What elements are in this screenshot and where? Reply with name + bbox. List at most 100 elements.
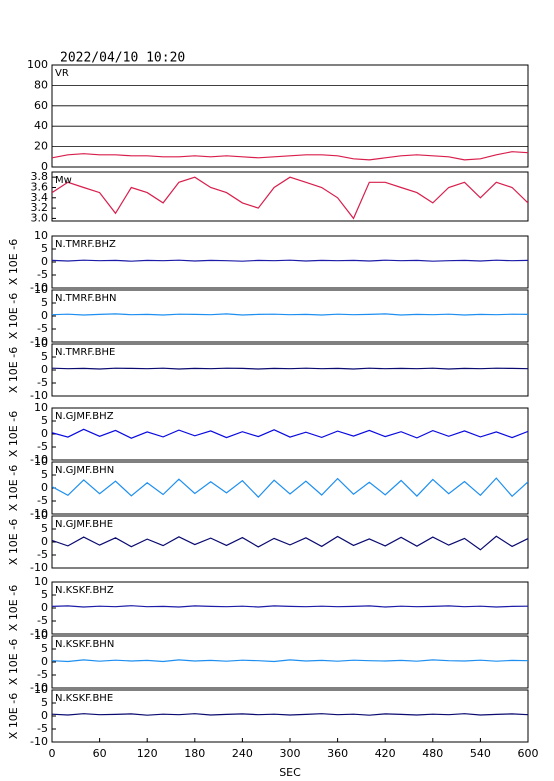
y-tick-label: 0 — [41, 535, 48, 548]
x-tick-label: 600 — [518, 747, 539, 760]
x-tick-label: 60 — [93, 747, 107, 760]
y-tick-label: 0 — [41, 481, 48, 494]
y-tick-label: 10 — [34, 229, 48, 242]
panel-label: N.TMRF.BHZ — [55, 239, 116, 250]
x-tick-label: 300 — [280, 747, 301, 760]
y-tick-label: 40 — [34, 119, 48, 132]
trace — [52, 713, 528, 716]
panel-frame — [51, 64, 529, 168]
y-tick-label: 0 — [41, 427, 48, 440]
y-tick-label: -10 — [30, 627, 48, 640]
y-axis-label: X 10E -6 — [7, 693, 20, 739]
y-tick-label: 10 — [34, 575, 48, 588]
x-tick-label: 180 — [184, 747, 205, 760]
panel-label: N.KSKF.BHN — [55, 639, 114, 650]
y-tick-label: 5 — [41, 242, 48, 255]
y-axis-label: X 10E -6 — [7, 519, 20, 565]
y-tick-label: 3.8 — [31, 170, 49, 183]
y-axis-label: X 10E -6 — [7, 585, 20, 631]
panel-label: N.GJMF.BHE — [55, 519, 113, 530]
y-tick-label: -5 — [37, 548, 48, 561]
trace — [52, 605, 528, 608]
y-tick-label: 5 — [41, 588, 48, 601]
trace — [52, 259, 528, 262]
panel-label: N.TMRF.BHE — [55, 347, 115, 358]
trace — [52, 176, 528, 220]
y-tick-label: 10 — [34, 509, 48, 522]
y-tick-label: -10 — [30, 735, 48, 748]
y-tick-label: 10 — [34, 455, 48, 468]
panel-frame — [51, 343, 529, 397]
trace — [52, 367, 528, 370]
panel-frame — [51, 461, 529, 515]
y-tick-label: 3.0 — [31, 211, 49, 224]
panel-label: N.TMRF.BHN — [55, 293, 117, 304]
y-axis-label: X 10E -6 — [7, 239, 20, 285]
x-tick-label: 480 — [422, 747, 443, 760]
trace — [52, 659, 528, 663]
y-tick-label: 60 — [34, 99, 48, 112]
y-tick-label: -5 — [37, 322, 48, 335]
panel-label: VR — [55, 68, 69, 79]
y-tick-label: 10 — [34, 401, 48, 414]
panel-frame — [51, 171, 529, 222]
y-tick-label: 5 — [41, 522, 48, 535]
y-tick-label: 10 — [34, 337, 48, 350]
y-tick-label: 100 — [27, 58, 48, 71]
panel-frame — [51, 635, 529, 689]
y-tick-label: 0 — [41, 255, 48, 268]
x-tick-label: 120 — [137, 747, 158, 760]
panel-label: N.KSKF.BHE — [55, 693, 113, 704]
trace — [52, 151, 528, 161]
y-tick-label: -10 — [30, 281, 48, 294]
x-tick-label: 240 — [232, 747, 253, 760]
y-tick-label: 0 — [41, 709, 48, 722]
y-axis-label: X 10E -6 — [7, 465, 20, 511]
panel-frame — [51, 289, 529, 343]
y-axis-label: X 10E -6 — [7, 293, 20, 339]
trace — [52, 313, 528, 316]
y-tick-label: -5 — [37, 376, 48, 389]
y-tick-label: 0 — [41, 160, 48, 173]
y-tick-label: 5 — [41, 414, 48, 427]
y-tick-label: -5 — [37, 440, 48, 453]
y-tick-label: 3.6 — [31, 180, 49, 193]
x-tick-label: 0 — [49, 747, 56, 760]
panel-label: Mw — [55, 175, 72, 186]
panel-frame — [51, 689, 529, 743]
y-tick-label: 0 — [41, 363, 48, 376]
y-tick-label: 0 — [41, 601, 48, 614]
y-tick-label: 5 — [41, 696, 48, 709]
panel-frame — [51, 407, 529, 461]
timestamp: 2022/04/10 10:20 — [60, 51, 185, 66]
y-tick-label: 10 — [34, 683, 48, 696]
x-tick-label: 540 — [470, 747, 491, 760]
x-tick-label: 420 — [375, 747, 396, 760]
y-tick-label: 5 — [41, 468, 48, 481]
panel-label: N.GJMF.BHZ — [55, 411, 114, 422]
y-tick-label: 20 — [34, 140, 48, 153]
y-axis-label: X 10E -6 — [7, 411, 20, 457]
trace — [52, 477, 528, 498]
y-tick-label: 0 — [41, 655, 48, 668]
y-tick-label: 3.2 — [31, 201, 49, 214]
y-tick-label: -5 — [37, 668, 48, 681]
panel-label: N.GJMF.BHN — [55, 465, 114, 476]
y-tick-label: -10 — [30, 681, 48, 694]
y-tick-label: -10 — [30, 453, 48, 466]
panel-frame — [51, 581, 529, 635]
y-tick-label: 80 — [34, 78, 48, 91]
y-axis-label: X 10E -6 — [7, 639, 20, 685]
y-tick-label: -5 — [37, 268, 48, 281]
y-tick-label: 10 — [34, 629, 48, 642]
y-tick-label: 3.4 — [31, 191, 49, 204]
y-tick-label: 10 — [34, 283, 48, 296]
panel-label: N.KSKF.BHZ — [55, 585, 114, 596]
trace — [52, 535, 528, 551]
y-tick-label: -5 — [37, 722, 48, 735]
y-tick-label: -10 — [30, 561, 48, 574]
y-tick-label: 5 — [41, 296, 48, 309]
y-tick-label: -5 — [37, 494, 48, 507]
x-tick-label: 360 — [327, 747, 348, 760]
